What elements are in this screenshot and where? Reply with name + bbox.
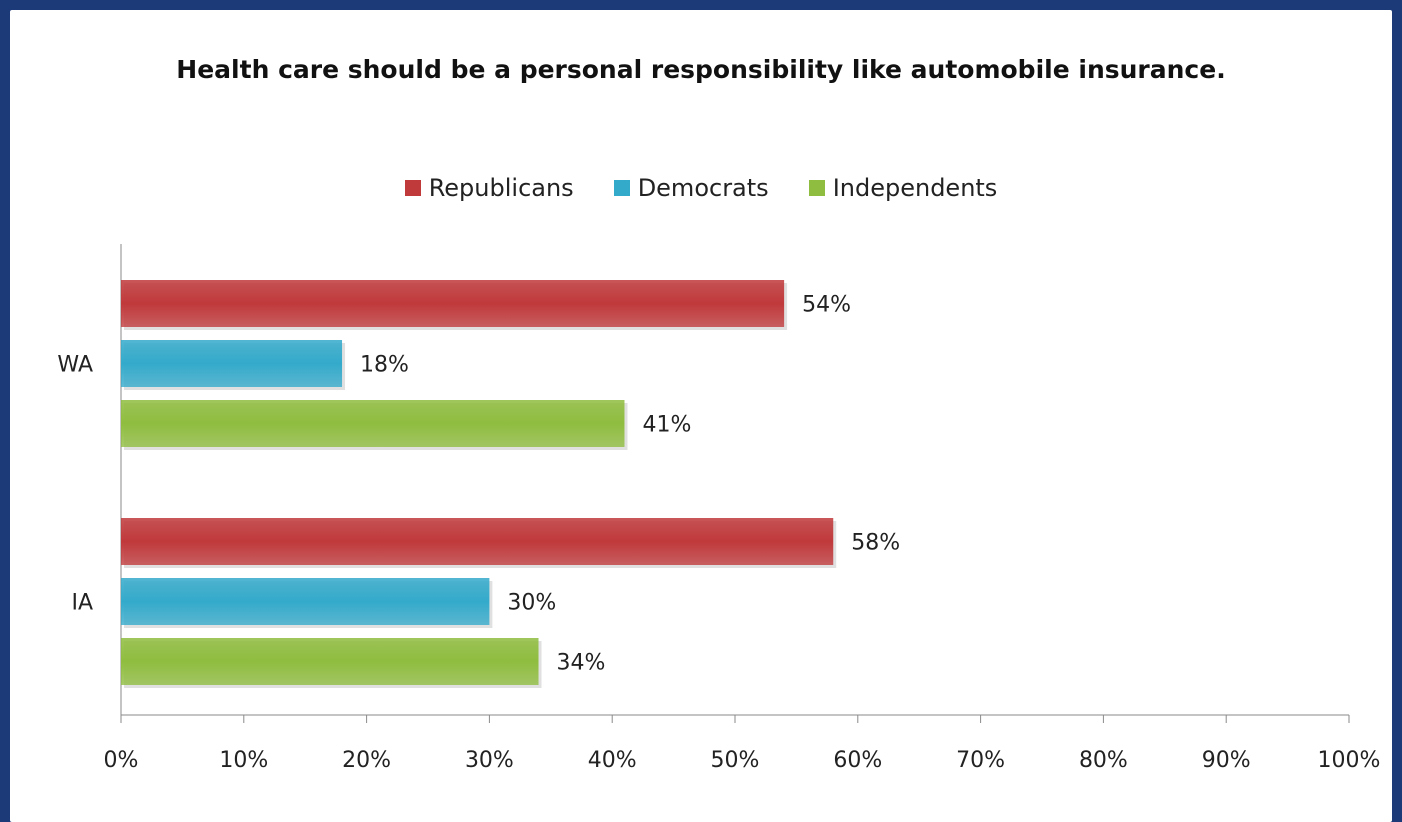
data-label: 18% (360, 353, 409, 378)
x-tick-label: 0% (104, 748, 139, 773)
bar-chart: 0% 10% 20% 30% 40% 50% 60% 70% 80% 90% 100% WA 54% 18… (57, 244, 1381, 773)
legend-label-independents: Independents (832, 174, 998, 202)
x-tick-label: 70% (956, 748, 1005, 773)
slide-frame: Health care should be a personal respons… (10, 10, 1392, 822)
bar-republicans-wa (121, 280, 785, 327)
x-tick-label: 10% (219, 748, 268, 773)
x-tick-label: 100% (1318, 748, 1381, 773)
chart-title: Health care should be a personal respons… (176, 55, 1226, 84)
category-label: IA (71, 591, 93, 616)
legend-swatch-republicans (404, 180, 421, 196)
x-tick-label: 30% (465, 748, 514, 773)
bar-republicans-ia (121, 518, 834, 565)
bar-independents-ia (121, 638, 539, 685)
x-tick-label: 20% (342, 748, 391, 773)
data-label: 34% (557, 651, 606, 676)
legend-item-democrats: Democrats (613, 174, 769, 202)
legend-item-independents: Independents (808, 174, 998, 202)
bar-democrats-wa (121, 340, 343, 387)
legend-swatch-democrats (613, 180, 630, 196)
chart-legend: Republicans Democrats Independents (10, 174, 1392, 202)
x-tick-label: 40% (588, 748, 637, 773)
data-label: 41% (642, 413, 691, 438)
x-tick-label: 50% (711, 748, 760, 773)
bar-democrats-ia (121, 578, 490, 625)
x-tick-label: 60% (833, 748, 882, 773)
data-label: 54% (802, 293, 851, 318)
legend-swatch-independents (808, 180, 825, 196)
legend-item-republicans: Republicans (404, 174, 574, 202)
data-label: 58% (851, 531, 900, 556)
x-tick-label: 80% (1079, 748, 1128, 773)
bar-independents-wa (121, 400, 625, 447)
data-label: 30% (507, 591, 556, 616)
legend-label-republicans: Republicans (428, 174, 574, 202)
x-tick-label: 90% (1202, 748, 1251, 773)
legend-label-democrats: Democrats (637, 174, 769, 202)
category-label: WA (57, 353, 93, 378)
